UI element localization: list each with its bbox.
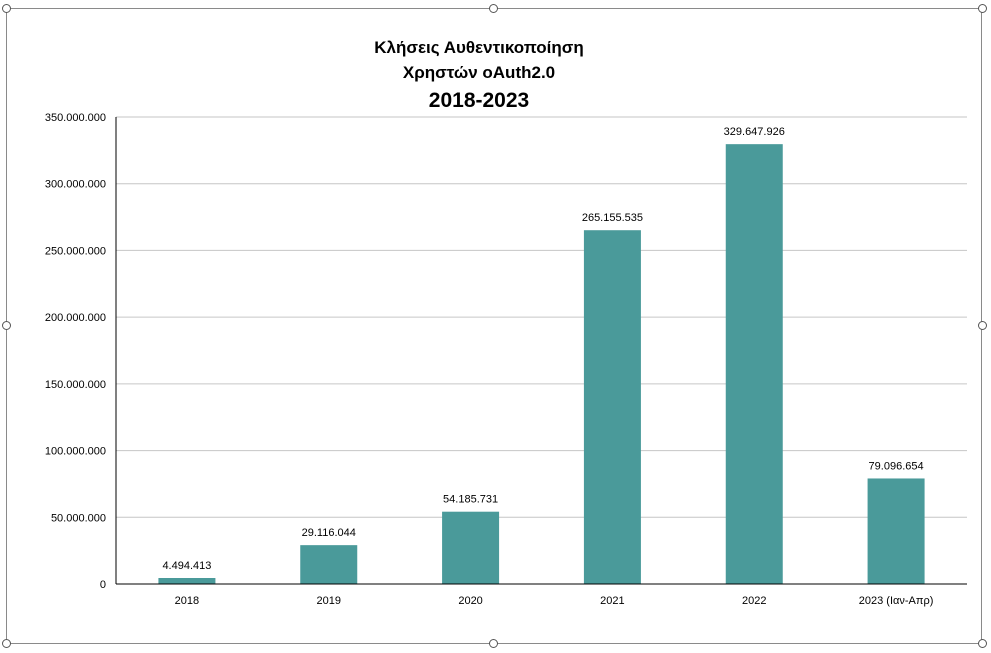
- x-tick-label: 2020: [458, 595, 482, 607]
- resize-handle-middle-right[interactable]: [978, 321, 987, 330]
- bar[interactable]: [442, 511, 500, 584]
- resize-handle-top-right[interactable]: [978, 4, 987, 13]
- data-label: 54.185.731: [443, 494, 498, 506]
- data-label: 29.116.044: [302, 527, 356, 539]
- x-tick-label: 2023 (Ιαν-Απρ): [859, 595, 934, 607]
- bar[interactable]: [867, 478, 925, 584]
- y-tick-label: 100.000.000: [45, 446, 106, 458]
- data-label: 329.647.926: [724, 126, 785, 138]
- resize-handle-middle-left[interactable]: [2, 321, 11, 330]
- x-tick-label: 2021: [600, 595, 624, 607]
- y-tick-label: 150.000.000: [45, 379, 106, 391]
- resize-handle-top-left[interactable]: [2, 4, 11, 13]
- data-label: 4.494.413: [162, 560, 211, 572]
- bar[interactable]: [158, 578, 216, 584]
- resize-handle-top-center[interactable]: [489, 4, 498, 13]
- x-tick-label: 2022: [742, 595, 766, 607]
- resize-handle-bottom-center[interactable]: [489, 639, 498, 648]
- y-tick-label: 350.000.000: [45, 112, 106, 124]
- data-label: 79.096.654: [869, 460, 924, 472]
- bar[interactable]: [300, 545, 358, 584]
- x-tick-label: 2019: [317, 595, 341, 607]
- bar[interactable]: [583, 230, 641, 584]
- resize-handle-bottom-right[interactable]: [978, 639, 987, 648]
- resize-handle-bottom-left[interactable]: [2, 639, 11, 648]
- y-tick-label: 0: [100, 579, 106, 591]
- y-tick-label: 300.000.000: [45, 179, 106, 191]
- chart-title-line-3: 2018-2023: [428, 89, 530, 112]
- y-tick-label: 250.000.000: [45, 245, 106, 257]
- data-label: 265.155.535: [582, 212, 643, 224]
- chart-title-line-1: Κλήσεις Αυθεντικοποίηση: [374, 38, 584, 57]
- y-tick-label: 50.000.000: [51, 512, 106, 524]
- chart-title-line-2: Χρηστών oAuth2.0: [402, 63, 556, 82]
- bar[interactable]: [725, 144, 783, 584]
- x-tick-label: 2018: [175, 595, 199, 607]
- y-tick-label: 200.000.000: [45, 312, 106, 324]
